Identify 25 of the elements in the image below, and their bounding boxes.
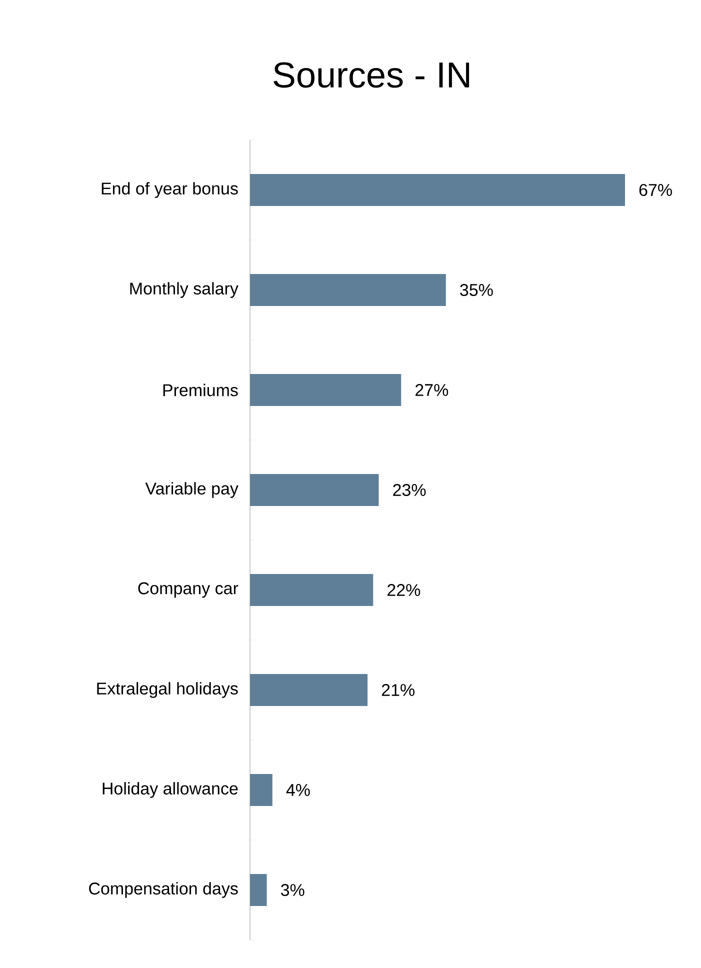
data-label: 21%: [382, 684, 414, 696]
data-label: 35%: [460, 284, 493, 296]
chart-title: Sources - IN: [274, 62, 470, 88]
data-label: 27%: [416, 384, 448, 396]
data-label: 4%: [286, 784, 310, 796]
y-tick-label: Extralegal holidays: [97, 682, 238, 698]
bar: [250, 674, 368, 706]
bar: [250, 874, 267, 906]
bar: [250, 174, 626, 206]
bar: [250, 374, 402, 406]
y-tick-label: Holiday allowance: [102, 782, 238, 798]
bar: [250, 474, 379, 506]
data-label: 67%: [639, 184, 672, 196]
bar: [250, 574, 374, 606]
y-tick-label: Premiums: [163, 384, 238, 396]
y-tick-label: Compensation days: [89, 882, 238, 898]
bar: [250, 774, 272, 806]
data-label: 22%: [388, 584, 420, 596]
data-label: 23%: [393, 484, 426, 496]
y-tick-label: End of year bonus: [102, 182, 238, 198]
y-tick-label: Monthly salary: [130, 282, 238, 298]
y-tick-label: Company car: [138, 582, 238, 598]
bar: [250, 274, 446, 306]
data-label: 3%: [280, 884, 304, 896]
y-tick-label: Variable pay: [145, 482, 238, 498]
